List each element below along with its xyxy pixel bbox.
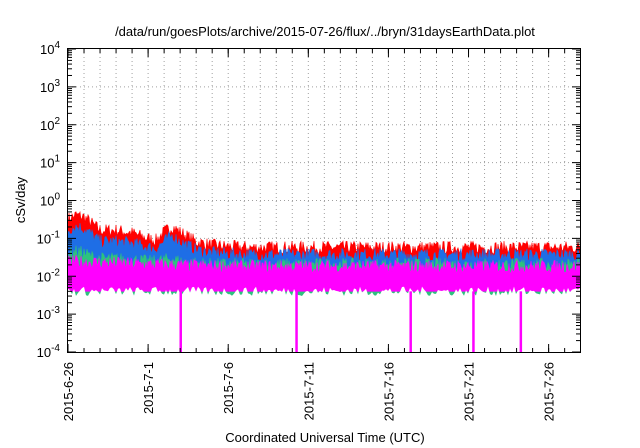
- series-dip: [519, 291, 523, 352]
- series-area: [67, 254, 581, 292]
- x-tick-label: 2015-7-26: [542, 362, 557, 421]
- y-tick-label: 102: [40, 116, 60, 133]
- x-axis: 2015-6-26 2015-7-1 2015-7-6 2015-7-11 2015-7…: [61, 49, 566, 421]
- x-tick-label: 2015-7-21: [462, 362, 477, 421]
- y-tick-label: 10-2: [37, 267, 61, 284]
- plot-frame: [67, 48, 581, 353]
- y-tick-label: 100: [40, 192, 60, 209]
- y-tick-label: 10-4: [37, 343, 61, 360]
- y-tick-label: 104: [40, 40, 60, 57]
- series-dip: [295, 291, 298, 352]
- y-tick-label: 101: [40, 154, 60, 171]
- x-tick-label: 2015-7-6: [221, 362, 236, 414]
- x-tick-label: 2015-7-11: [301, 362, 316, 420]
- y-tick-label: 10-3: [37, 305, 61, 322]
- series-dip: [472, 291, 475, 352]
- series-dip: [409, 291, 412, 352]
- chart-title: /data/run/goesPlots/archive/2015-07-26/f…: [115, 24, 535, 39]
- series-group: [67, 210, 581, 353]
- x-tick-label: 2015-6-26: [61, 362, 76, 421]
- x-axis-label: Coordinated Universal Time (UTC): [225, 430, 424, 445]
- y-axis-label: cSv/day: [13, 176, 28, 223]
- y-tick-label: 10-1: [37, 229, 61, 246]
- y-tick-label: 103: [40, 78, 60, 95]
- x-tick-label: 2015-7-16: [381, 362, 396, 421]
- series-dip: [179, 291, 182, 352]
- x-tick-label: 2015-7-1: [141, 362, 156, 414]
- series-floor-mask: [68, 286, 580, 352]
